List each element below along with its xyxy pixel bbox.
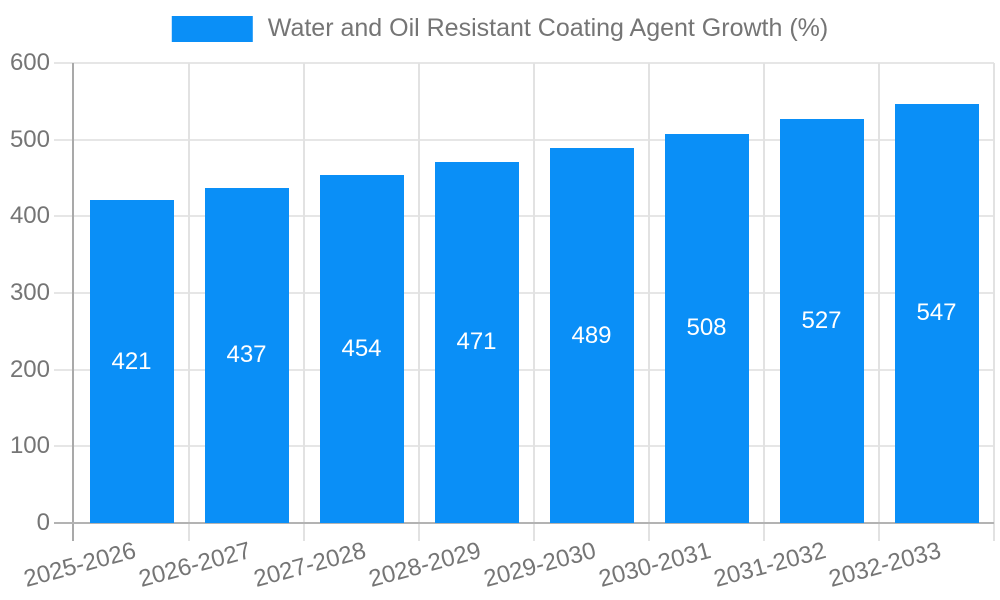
bar-value-label: 489 — [571, 321, 612, 349]
x-axis-tick-label: 2025-2026 — [20, 537, 139, 593]
x-axis-line — [54, 522, 994, 524]
legend-label: Water and Oil Resistant Coating Agent Gr… — [267, 14, 829, 42]
legend-color-swatch-icon — [171, 15, 253, 42]
bar — [89, 200, 174, 523]
y-gridline — [54, 445, 994, 448]
x-gridline — [418, 63, 420, 541]
bar-value-label: 527 — [801, 306, 842, 334]
x-axis-tick-label: 2027-2028 — [250, 537, 369, 593]
y-gridline — [54, 292, 994, 294]
x-gridline — [533, 63, 535, 541]
plot-area: 0 100 200 300 400 500 600 421 2025-2026 437 2026-2… — [10, 49, 995, 593]
y-axis-tick-label: 0 — [36, 509, 50, 536]
x-gridline — [763, 63, 765, 541]
x-axis-tick-label: 2032-2033 — [825, 537, 944, 593]
bar — [204, 187, 289, 523]
bar — [894, 103, 979, 523]
y-gridline — [54, 368, 994, 371]
bar — [434, 161, 519, 523]
x-gridline — [648, 63, 650, 541]
bar-value-label: 421 — [111, 347, 152, 375]
bar-value-label: 437 — [226, 341, 267, 369]
x-gridline — [188, 63, 190, 541]
y-gridline — [54, 215, 994, 218]
bar-value-label: 547 — [916, 299, 957, 327]
x-axis-tick-label: 2030-2031 — [595, 537, 714, 593]
x-gridline — [878, 63, 880, 541]
bar — [549, 148, 634, 523]
y-gridline — [54, 138, 994, 141]
bar-value-label: 471 — [456, 328, 497, 356]
y-axis-tick-label: 100 — [9, 432, 50, 460]
x-axis-tick-label: 2026-2027 — [135, 537, 254, 593]
x-gridline — [303, 63, 305, 541]
x-axis-tick-label: 2031-2032 — [710, 537, 829, 593]
bar-value-label: 454 — [341, 334, 382, 362]
y-gridline — [54, 62, 994, 64]
y-axis-line — [72, 63, 74, 541]
bar — [779, 118, 864, 523]
x-axis-tick-label: 2029-2030 — [480, 537, 599, 593]
y-axis-tick-label: 200 — [9, 355, 50, 383]
bar — [319, 174, 404, 523]
y-axis-tick-label: 500 — [9, 125, 50, 153]
y-axis-tick-label: 600 — [9, 49, 50, 76]
y-axis-tick-label: 300 — [9, 279, 50, 306]
x-gridline — [993, 63, 995, 541]
bar — [664, 133, 749, 523]
x-axis-tick-label: 2028-2029 — [365, 537, 484, 593]
chart-legend: Water and Oil Resistant Coating Agent Gr… — [171, 14, 829, 43]
y-axis-tick-label: 400 — [9, 202, 50, 230]
bar-value-label: 508 — [686, 314, 727, 342]
